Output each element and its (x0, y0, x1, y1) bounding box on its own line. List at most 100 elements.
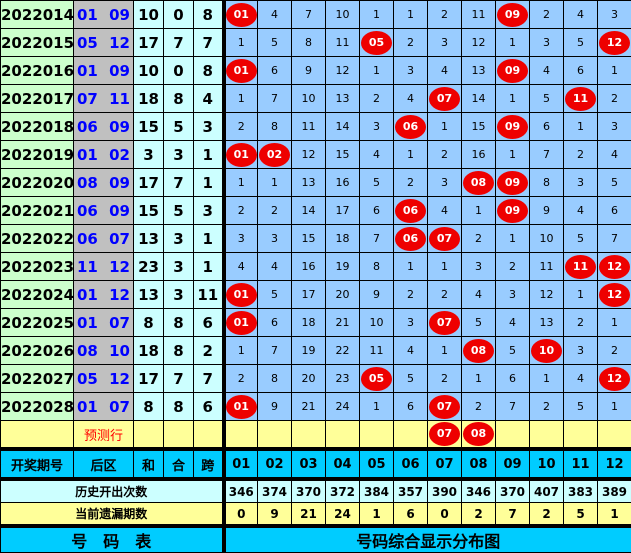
prediction-empty (164, 421, 194, 450)
number-cell: 8 (360, 253, 394, 281)
number-cell: 8 (258, 365, 292, 393)
number-cell: 4 (394, 85, 428, 113)
he-cell: 8 (164, 85, 194, 113)
history-value: 346 (224, 479, 258, 503)
he-cell: 5 (164, 197, 194, 225)
prediction-empty (134, 421, 164, 450)
span-cell: 7 (194, 365, 224, 393)
number-cell: 01 (224, 141, 258, 169)
period-cell: 2022014 (1, 1, 74, 29)
he-cell: 7 (164, 365, 194, 393)
number-cell: 09 (496, 169, 530, 197)
number-cell (530, 421, 564, 450)
number-cell: 4 (564, 365, 598, 393)
number-cell: 4 (428, 197, 462, 225)
drawn-number-ball: 09 (497, 115, 528, 139)
sum-cell: 18 (134, 85, 164, 113)
omission-value: 21 (292, 503, 326, 527)
sum-cell: 8 (134, 309, 164, 337)
sum-cell: 17 (134, 29, 164, 57)
number-cell: 2 (394, 169, 428, 197)
header-number: 12 (598, 449, 631, 479)
header-span: 跨 (194, 449, 224, 479)
he-cell: 0 (164, 1, 194, 29)
period-cell: 2022027 (1, 365, 74, 393)
number-cell: 10 (530, 225, 564, 253)
prediction-empty (194, 421, 224, 450)
number-cell: 2 (428, 281, 462, 309)
span-cell: 7 (194, 29, 224, 57)
number-cell: 07 (428, 309, 462, 337)
period-cell: 2022016 (1, 57, 74, 85)
number-cell: 2 (428, 365, 462, 393)
header-period: 开奖期号 (1, 449, 74, 479)
drawn-number-ball: 09 (497, 3, 528, 27)
number-cell: 3 (224, 225, 258, 253)
number-cell (258, 421, 292, 450)
number-cell: 4 (360, 141, 394, 169)
number-cell (496, 421, 530, 450)
header-number: 07 (428, 449, 462, 479)
number-cell: 1 (394, 1, 428, 29)
number-cell: 11 (292, 113, 326, 141)
drawn-number-ball: 01 (226, 283, 257, 307)
history-value: 372 (326, 479, 360, 503)
period-cell: 2022026 (1, 337, 74, 365)
number-cell: 01 (224, 1, 258, 29)
back-zone-cell: 06 09 (74, 197, 134, 225)
number-cell: 1 (564, 113, 598, 141)
span-cell: 1 (194, 225, 224, 253)
number-cell: 8 (530, 169, 564, 197)
number-cell: 5 (496, 337, 530, 365)
history-label: 历史开出次数 (1, 479, 224, 503)
number-cell: 10 (326, 1, 360, 29)
number-cell: 1 (496, 225, 530, 253)
number-cell: 6 (258, 309, 292, 337)
omission-value: 9 (258, 503, 292, 527)
number-cell (360, 421, 394, 450)
history-value: 374 (258, 479, 292, 503)
sum-cell: 13 (134, 225, 164, 253)
he-cell: 7 (164, 29, 194, 57)
number-cell: 6 (564, 57, 598, 85)
sum-cell: 17 (134, 365, 164, 393)
number-cell: 7 (258, 85, 292, 113)
number-cell: 2 (598, 337, 631, 365)
number-cell: 8 (258, 113, 292, 141)
number-cell: 4 (564, 197, 598, 225)
number-cell: 2 (564, 141, 598, 169)
sum-cell: 18 (134, 337, 164, 365)
he-cell: 5 (164, 113, 194, 141)
number-cell: 11 (360, 337, 394, 365)
number-cell: 2 (564, 309, 598, 337)
number-cell: 9 (530, 197, 564, 225)
history-value: 384 (360, 479, 394, 503)
back-zone-cell: 07 11 (74, 85, 134, 113)
omission-value: 0 (428, 503, 462, 527)
number-cell: 01 (224, 309, 258, 337)
number-cell (326, 421, 360, 450)
header-number: 01 (224, 449, 258, 479)
omission-value: 2 (462, 503, 496, 527)
number-cell (394, 421, 428, 450)
header-number: 05 (360, 449, 394, 479)
span-cell: 6 (194, 393, 224, 421)
span-cell: 11 (194, 281, 224, 309)
footer-left: 号 码 表 (1, 526, 224, 553)
number-cell: 10 (360, 309, 394, 337)
number-cell: 07 (428, 393, 462, 421)
number-cell: 12 (598, 365, 631, 393)
number-cell: 6 (598, 197, 631, 225)
history-value: 383 (564, 479, 598, 503)
number-cell: 2 (428, 141, 462, 169)
back-zone-cell: 01 09 (74, 57, 134, 85)
period-cell: 2022028 (1, 393, 74, 421)
omission-value: 7 (496, 503, 530, 527)
number-cell: 1 (258, 169, 292, 197)
sum-cell: 3 (134, 141, 164, 169)
